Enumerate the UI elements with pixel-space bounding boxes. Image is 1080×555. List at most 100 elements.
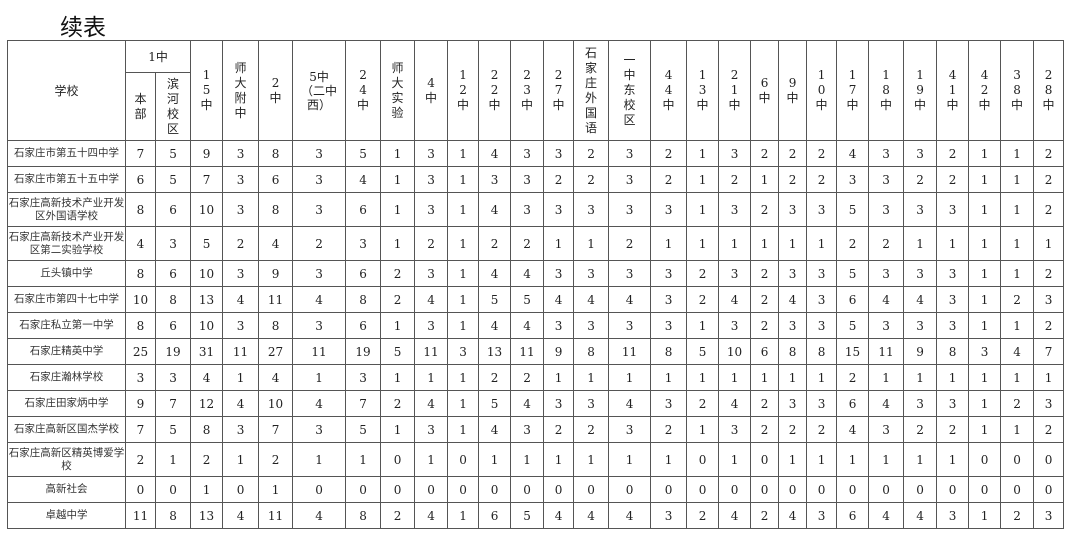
quota-cell: 3 xyxy=(222,312,260,339)
quota-cell: 3 xyxy=(573,312,610,339)
header-column: 12中 xyxy=(447,40,480,141)
quota-cell: 3 xyxy=(573,260,610,287)
header-column: 15中 xyxy=(190,40,224,141)
quota-cell: 1 xyxy=(750,226,780,261)
quota-cell: 3 xyxy=(968,338,1002,365)
quota-cell: 2 xyxy=(510,364,545,391)
quota-cell: 1 xyxy=(447,286,480,313)
quota-cell: 1 xyxy=(380,364,416,391)
header-column-label: 18中 xyxy=(880,68,893,112)
quota-cell: 4 xyxy=(543,286,575,313)
quota-cell: 2 xyxy=(190,442,224,477)
quota-cell: 3 xyxy=(414,260,449,287)
quota-cell: 4 xyxy=(222,390,260,417)
quota-cell: 3 xyxy=(778,390,808,417)
quota-cell: 4 xyxy=(292,286,347,313)
quota-cell: 9 xyxy=(903,338,938,365)
quota-cell: 0 xyxy=(380,442,416,477)
quota-cell: 3 xyxy=(292,416,347,443)
school-name: 石家庄市第四十七中学 xyxy=(7,286,126,313)
quota-cell: 8 xyxy=(258,140,294,167)
quota-cell: 5 xyxy=(345,416,382,443)
quota-cell: 0 xyxy=(447,442,480,477)
quota-cell: 2 xyxy=(414,226,449,261)
quota-cell: 3 xyxy=(1033,502,1065,529)
quota-cell: 19 xyxy=(154,338,192,365)
quota-cell: 3 xyxy=(650,260,688,287)
quota-cell: 0 xyxy=(478,476,512,503)
quota-cell: 1 xyxy=(903,442,938,477)
quota-cell: 11 xyxy=(258,286,294,313)
quota-cell: 2 xyxy=(778,166,808,193)
quota-cell: 0 xyxy=(968,442,1002,477)
quota-cell: 3 xyxy=(903,260,938,287)
quota-cell: 1 xyxy=(806,442,838,477)
quota-cell: 4 xyxy=(414,390,449,417)
quota-cell: 3 xyxy=(510,140,545,167)
quota-cell: 2 xyxy=(573,166,610,193)
quota-cell: 3 xyxy=(806,260,838,287)
quota-cell: 3 xyxy=(345,226,382,261)
quota-cell: 8 xyxy=(345,286,382,313)
quota-cell: 2 xyxy=(258,442,294,477)
quota-cell: 11 xyxy=(292,338,347,365)
table-row: 石家庄瀚林学校 3 3 4 1 4 1 3 1 1 1 2 2 1 1 1 1 1 1 1 1 1 2 1 1 1 1 1 1 xyxy=(7,364,1065,391)
header-column-label: 24中 xyxy=(357,68,370,112)
quota-cell: 3 xyxy=(903,312,938,339)
quota-cell: 2 xyxy=(1000,502,1035,529)
quota-cell: 1 xyxy=(510,442,545,477)
quota-cell: 1 xyxy=(154,442,192,477)
quota-cell: 6 xyxy=(154,312,192,339)
quota-cell: 10 xyxy=(190,192,224,227)
quota-cell: 1 xyxy=(447,140,480,167)
header-column: 28中 xyxy=(1033,40,1065,141)
quota-cell: 4 xyxy=(478,416,512,443)
quota-cell: 3 xyxy=(936,260,970,287)
quota-cell: 1 xyxy=(806,364,838,391)
quota-cell: 1 xyxy=(718,226,752,261)
header-column: 22中 xyxy=(478,40,512,141)
quota-cell: 3 xyxy=(543,312,575,339)
header-column-label: 4中 xyxy=(425,75,438,105)
quota-cell: 5 xyxy=(154,140,192,167)
quota-cell: 0 xyxy=(154,476,192,503)
quota-cell: 3 xyxy=(650,502,688,529)
header-subcolumn-label: 本部 xyxy=(134,91,147,121)
quota-cell: 4 xyxy=(543,502,575,529)
header-column: 2中 xyxy=(258,40,294,141)
quota-cell: 2 xyxy=(380,286,416,313)
quota-cell: 3 xyxy=(543,390,575,417)
quota-cell: 3 xyxy=(510,166,545,193)
quota-cell: 9 xyxy=(125,390,156,417)
quota-cell: 1 xyxy=(968,260,1002,287)
quota-cell: 3 xyxy=(292,312,347,339)
quota-cell: 3 xyxy=(936,502,970,529)
quota-cell: 4 xyxy=(222,502,260,529)
quota-cell: 3 xyxy=(806,192,838,227)
quota-cell: 3 xyxy=(222,192,260,227)
quota-cell: 10 xyxy=(258,390,294,417)
quota-cell: 6 xyxy=(345,260,382,287)
quota-cell: 0 xyxy=(806,476,838,503)
quota-cell: 1 xyxy=(1000,226,1035,261)
header-column-label: 5中（二中西） xyxy=(301,69,338,112)
quota-cell: 3 xyxy=(718,312,752,339)
quota-cell: 1 xyxy=(1033,364,1065,391)
quota-cell: 2 xyxy=(750,390,780,417)
quota-cell: 3 xyxy=(414,192,449,227)
quota-cell: 8 xyxy=(258,192,294,227)
quota-cell: 13 xyxy=(478,338,512,365)
quota-cell: 1 xyxy=(936,442,970,477)
quota-cell: 1 xyxy=(447,364,480,391)
quota-cell: 15 xyxy=(836,338,870,365)
quota-cell: 4 xyxy=(125,226,156,261)
quota-cell: 3 xyxy=(608,260,652,287)
quota-cell: 8 xyxy=(345,502,382,529)
quota-cell: 2 xyxy=(806,416,838,443)
quota-cell: 4 xyxy=(903,286,938,313)
quota-cell: 6 xyxy=(258,166,294,193)
enrollment-table: 学校 1中 15中 师大附中 2中 5中（二中西） 24中 师大实验 4中 12中 22中 23中… xyxy=(7,40,1065,529)
quota-cell: 0 xyxy=(380,476,416,503)
quota-cell: 1 xyxy=(806,226,838,261)
quota-cell: 1 xyxy=(447,416,480,443)
